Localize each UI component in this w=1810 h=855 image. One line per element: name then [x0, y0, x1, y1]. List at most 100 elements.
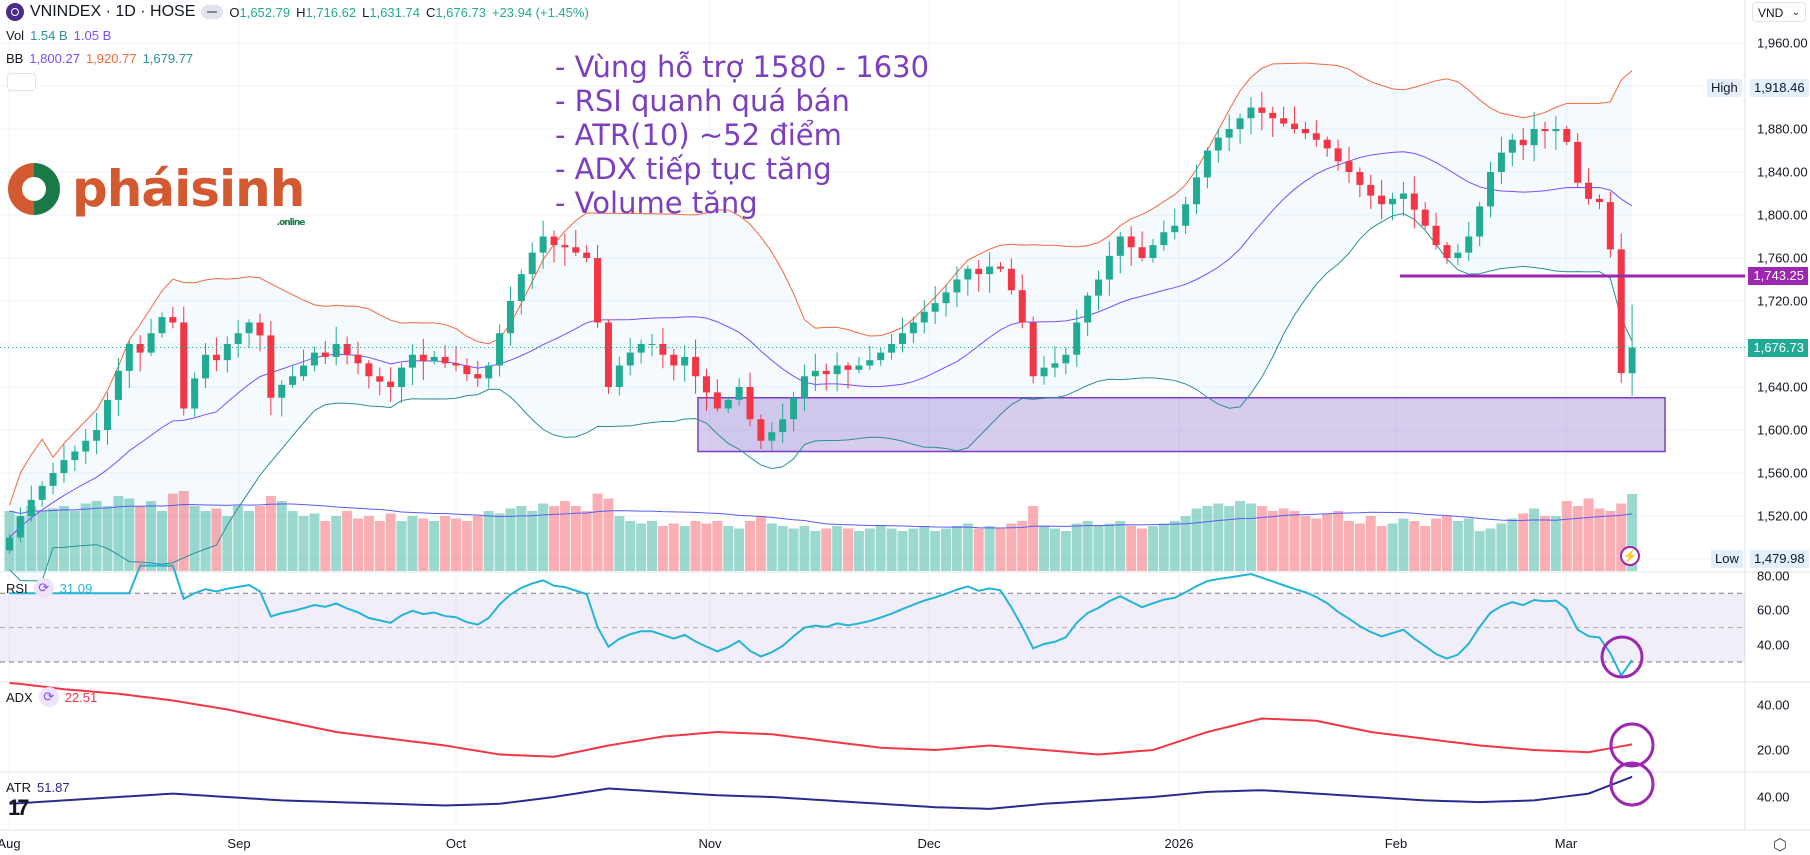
tradingview-logo[interactable]: 17	[8, 795, 30, 820]
candle-body	[964, 268, 972, 280]
candle-body	[1225, 129, 1233, 138]
atr-legend[interactable]: ATR 51.87	[6, 780, 70, 795]
volume-bar	[1572, 506, 1583, 571]
candle-body	[1116, 236, 1124, 256]
candle-body	[278, 384, 286, 398]
candle-body	[1389, 198, 1397, 205]
candle-body	[1051, 363, 1059, 368]
candle-body	[234, 333, 242, 344]
candle-body	[1497, 152, 1505, 172]
adx-legend[interactable]: ADX ⟳ 22.51	[6, 687, 97, 707]
candle-body	[833, 365, 841, 375]
candle-body	[800, 376, 808, 398]
candle-body	[1258, 107, 1266, 113]
volume-bar	[1354, 523, 1365, 571]
candle-body	[757, 419, 765, 441]
price-tick-label: 1,800.00	[1757, 207, 1808, 223]
volume-bar	[461, 521, 472, 571]
lightning-icon[interactable]: ⚡	[1620, 546, 1640, 566]
candle-body	[506, 301, 514, 334]
volume-bar	[1039, 526, 1050, 571]
rsi-label: RSI	[6, 580, 28, 596]
collapse-legend-button[interactable]	[201, 5, 224, 19]
rsi-legend[interactable]: RSI ⟳ 31.09	[6, 578, 92, 598]
high-label: High	[1707, 78, 1742, 97]
candle-body	[768, 432, 776, 441]
volume-bar	[450, 518, 461, 571]
volume-bar	[385, 513, 396, 571]
volume-bar	[636, 523, 647, 571]
candle-body	[1062, 354, 1070, 364]
time-axis-label: Oct	[445, 836, 467, 851]
price-tick-label: 1,760.00	[1757, 250, 1808, 266]
volume-bar	[189, 506, 200, 571]
volume-bar	[734, 528, 745, 571]
refresh-icon[interactable]: ⟳	[33, 578, 54, 598]
candle-body	[212, 354, 220, 361]
time-axis-label: Sep	[227, 836, 251, 851]
rsi-tick-label: 60.00	[1757, 602, 1790, 618]
volume-legend[interactable]: Vol 1.54 B 1.05 B	[6, 28, 111, 43]
candle-body	[975, 268, 983, 275]
symbol-title[interactable]: VNINDEX · 1D · HOSE	[30, 3, 196, 20]
volume-bar	[1311, 518, 1322, 571]
candle-body	[289, 376, 297, 385]
candle-body	[1443, 245, 1451, 258]
candle-body	[702, 376, 710, 393]
volume-bar	[1006, 523, 1017, 571]
logo-text: pháisinh .online	[72, 160, 305, 228]
annotation-line: - ATR(10) ~52 điểm	[555, 118, 842, 152]
rsi-highlight-circle	[1600, 635, 1644, 679]
volume-bar	[1605, 511, 1616, 571]
bollinger-basis-line	[9, 151, 1633, 538]
candle-body	[191, 378, 199, 409]
bb-legend[interactable]: BB 1,800.27 1,920.77 1,679.77	[6, 51, 193, 66]
volume-bar	[1147, 526, 1158, 571]
candle-body	[1617, 249, 1625, 374]
rsi-tick-label: 80.00	[1757, 568, 1790, 584]
volume-bar	[864, 528, 875, 571]
currency-select[interactable]: VND ⌄	[1752, 2, 1806, 22]
volume-bar	[1463, 518, 1474, 571]
volume-bar	[1539, 516, 1550, 571]
atr-tick-label: 40.00	[1757, 789, 1790, 805]
volume-bar	[516, 506, 527, 571]
settings-icon[interactable]: ⬡	[1773, 837, 1787, 854]
candle-body	[441, 356, 449, 364]
volume-bar	[102, 506, 113, 571]
volume-bar	[483, 511, 494, 571]
candle-body	[496, 333, 504, 366]
volume-bar	[941, 528, 952, 571]
candle-body	[93, 430, 101, 441]
refresh-icon[interactable]: ⟳	[38, 687, 59, 707]
candle-body	[202, 354, 210, 379]
candle-body	[986, 266, 994, 275]
candle-body	[1203, 150, 1211, 178]
candle-body	[539, 236, 547, 253]
volume-bar	[766, 523, 777, 571]
volume-bar	[1060, 531, 1071, 571]
candle-body	[1574, 141, 1582, 183]
candle-body	[1301, 129, 1309, 134]
candle-body	[387, 381, 395, 387]
price-tick-label: 1,880.00	[1757, 121, 1808, 137]
candle-body	[256, 322, 264, 336]
volume-bar	[374, 521, 385, 571]
volume-bar	[788, 528, 799, 571]
candle-body	[114, 370, 122, 400]
candle-body	[909, 322, 917, 334]
candle-body	[365, 363, 373, 377]
volume-bar	[429, 521, 440, 571]
volume-bar	[1518, 513, 1529, 571]
collapse-indicators-button[interactable]	[7, 73, 36, 91]
candle-body	[1040, 367, 1048, 377]
candle-body	[1399, 193, 1407, 199]
low-label: L	[362, 4, 370, 20]
candle-body	[659, 344, 667, 355]
candle-body	[1606, 202, 1614, 250]
candle-body	[408, 354, 416, 368]
low-label: Low	[1711, 550, 1743, 569]
volume-label: Vol	[6, 28, 25, 43]
atr-highlight-circle	[1609, 761, 1655, 807]
